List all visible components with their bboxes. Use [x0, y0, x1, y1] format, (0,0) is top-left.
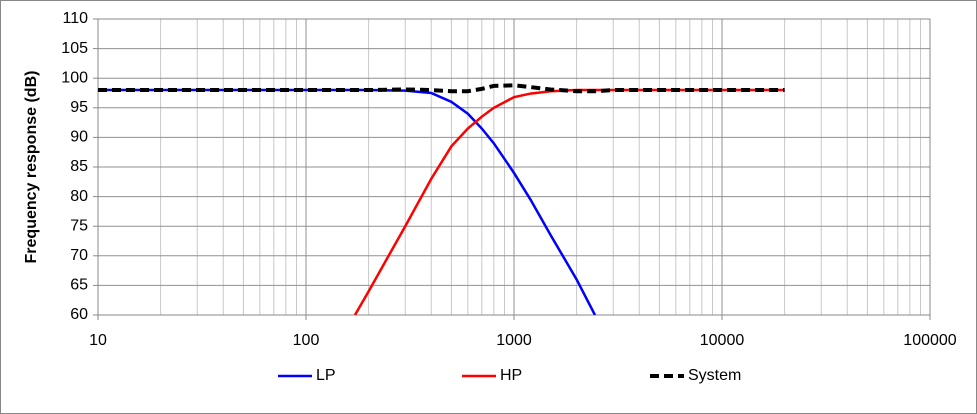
series-group — [98, 83, 785, 315]
y-tick-label: 65 — [70, 277, 88, 294]
legend-label: HP — [500, 367, 522, 384]
y-tick-label: 105 — [61, 40, 88, 57]
y-tick-label: 70 — [70, 247, 88, 264]
x-tick-label: 10000 — [700, 332, 745, 349]
y-tick-label: 75 — [70, 217, 88, 234]
y-tick-label: 60 — [70, 306, 88, 323]
y-tick-label: 100 — [61, 69, 88, 86]
x-tick-label: 10 — [89, 332, 107, 349]
y-tick-label: 95 — [70, 99, 88, 116]
y-axis-label: Frequency response (dB) — [23, 71, 40, 264]
y-tick-label: 80 — [70, 188, 88, 205]
series-line — [98, 83, 785, 94]
y-tick-label: 85 — [70, 158, 88, 175]
y-tick-label: 110 — [62, 10, 88, 27]
x-tick-label: 100 — [293, 332, 320, 349]
y-tick-label: 90 — [70, 129, 88, 146]
legend-label: LP — [316, 367, 336, 384]
series-line — [353, 88, 785, 315]
legend-label: System — [688, 367, 741, 384]
x-tick-label: 100000 — [903, 332, 956, 349]
plot-area — [97, 18, 931, 316]
x-tick-label: 1000 — [496, 332, 532, 349]
